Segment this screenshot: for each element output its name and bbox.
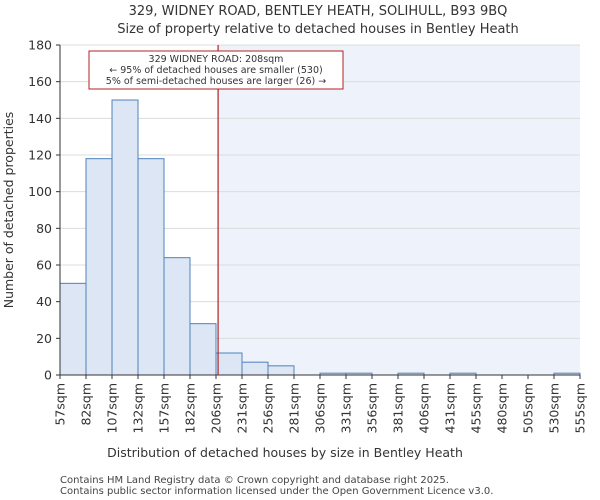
- x-tick-label: 256sqm: [261, 383, 276, 433]
- x-tick-label: 331sqm: [339, 383, 354, 433]
- x-tick-label: 381sqm: [391, 383, 406, 433]
- bar-182sqm: [189, 323, 217, 376]
- x-tick-label: 182sqm: [183, 383, 198, 433]
- bar-107sqm: [111, 99, 139, 376]
- footer-line1: Contains HM Land Registry data © Crown c…: [60, 475, 449, 486]
- chart-subtitle: Size of property relative to detached ho…: [117, 22, 519, 37]
- x-tick-label: 356sqm: [365, 383, 380, 433]
- highlight-region: [218, 45, 580, 375]
- x-tick-label: 281sqm: [287, 383, 302, 433]
- y-tick-label: 40: [36, 294, 52, 309]
- x-tick-label: 206sqm: [209, 383, 224, 433]
- x-tick-label: 406sqm: [417, 383, 432, 433]
- x-tick-label: 455sqm: [469, 383, 484, 433]
- y-tick-label: 80: [36, 221, 52, 236]
- y-tick-label: 140: [28, 111, 52, 126]
- x-tick-label: 107sqm: [105, 383, 120, 433]
- annotation-box: 329 WIDNEY ROAD: 208sqm ← 95% of detache…: [88, 50, 344, 90]
- x-tick-label: 555sqm: [573, 383, 588, 433]
- annotation-line2: ← 95% of detached houses are smaller (53…: [109, 65, 322, 76]
- x-tick-label: 431sqm: [443, 383, 458, 433]
- x-tick-label: 505sqm: [521, 383, 536, 433]
- bar-132sqm: [137, 158, 165, 376]
- x-tick-label: 231sqm: [235, 383, 250, 433]
- y-ticks: 0 20 40 60 80 100 120 140 160 180: [28, 38, 60, 383]
- y-tick-label: 180: [28, 38, 52, 53]
- footer-line2: Contains public sector information licen…: [60, 486, 493, 497]
- x-tick-label: 57sqm: [53, 383, 68, 426]
- x-axis-label: Distribution of detached houses by size …: [107, 445, 463, 460]
- bar-57sqm: [59, 282, 87, 376]
- annotation-line1: 329 WIDNEY ROAD: 208sqm: [149, 54, 284, 65]
- x-tick-label: 157sqm: [157, 383, 172, 433]
- chart-title: 329, WIDNEY ROAD, BENTLEY HEATH, SOLIHUL…: [129, 4, 508, 19]
- y-tick-label: 120: [28, 148, 52, 163]
- y-tick-label: 160: [28, 74, 52, 89]
- x-tick-label: 530sqm: [547, 383, 562, 433]
- y-tick-label: 20: [36, 331, 52, 346]
- annotation-line3: 5% of semi-detached houses are larger (2…: [106, 76, 326, 87]
- bar-206sqm: [215, 352, 243, 376]
- x-ticks: 57sqm 82sqm 107sqm 132sqm 157sqm 182sqm 206sqm…: [53, 375, 588, 433]
- y-tick-label: 100: [28, 184, 52, 199]
- bar-82sqm: [85, 158, 113, 376]
- x-tick-label: 480sqm: [495, 383, 510, 433]
- bar-231sqm: [241, 361, 269, 376]
- bar-256sqm: [267, 365, 295, 376]
- y-axis-label: Number of detached properties: [1, 112, 16, 309]
- bar-157sqm: [163, 257, 191, 376]
- x-tick-label: 132sqm: [131, 383, 146, 433]
- y-tick-label: 0: [44, 368, 52, 383]
- x-tick-label: 82sqm: [79, 383, 94, 426]
- x-tick-label: 306sqm: [313, 383, 328, 433]
- y-tick-label: 60: [36, 258, 52, 273]
